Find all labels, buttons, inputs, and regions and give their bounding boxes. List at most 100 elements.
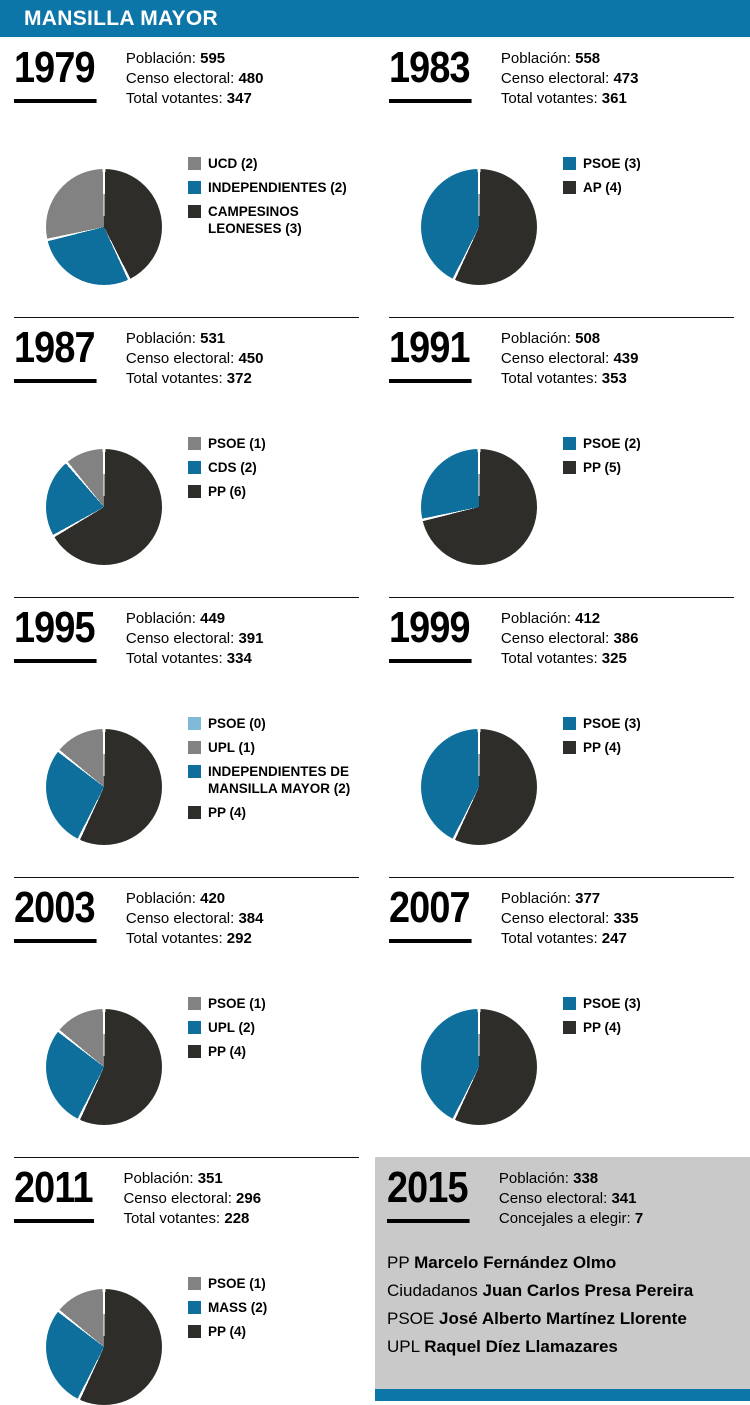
legend-label: PP (4): [583, 1020, 622, 1035]
stat-label-poblacion: Población:: [125, 330, 196, 347]
candidate-row: Ciudadanos Juan Carlos Presa Pereira: [387, 1277, 740, 1305]
stat-value-votantes: 361: [601, 90, 627, 107]
stats: Población: 595 Censo electoral: 480 Tota…: [126, 47, 264, 109]
stat-censo: Censo electoral: 480: [126, 69, 264, 89]
legend-label: CDS (2): [208, 460, 257, 475]
stat-label-censo: Censo electoral:: [125, 630, 235, 647]
legend-item: PSOE (1): [188, 1275, 267, 1292]
year-label: 1979: [14, 46, 97, 103]
legend-item: PP (4): [563, 1019, 641, 1036]
legend: PSOE (1) MASS (2) PP (4): [188, 1275, 267, 1405]
legend-swatch: [188, 1325, 201, 1338]
candidate-party: PP: [387, 1253, 410, 1272]
legend-swatch: [188, 437, 201, 450]
year-label: 2003: [14, 886, 97, 943]
legend-label: PSOE (3): [583, 996, 641, 1011]
legend: PSOE (0) UPL (1) INDEPENDIENTES DE MANSI…: [188, 715, 363, 845]
legend-item: PP (4): [188, 804, 363, 821]
pie-chart: [421, 169, 537, 285]
legend-item: INDEPENDIENTES (2): [188, 179, 363, 196]
pie-chart: [46, 1289, 162, 1405]
chart-row: PSOE (1) UPL (2) PP (4): [14, 995, 365, 1125]
candidate-name: Marcelo Fernández Olmo: [414, 1253, 617, 1272]
legend-item: PSOE (1): [188, 435, 266, 452]
stat-label-poblacion: Población:: [125, 610, 196, 627]
legend-item: UPL (1): [188, 739, 363, 756]
stats: Población: 558 Censo electoral: 473 Tota…: [501, 47, 639, 109]
legend-label: PSOE (3): [583, 156, 641, 171]
year-header: 1979 Población: 595 Censo electoral: 480…: [14, 46, 365, 109]
stat-censo: Censo electoral: 450: [126, 349, 264, 369]
legend-item: PP (5): [563, 459, 641, 476]
legend-swatch: [563, 437, 576, 450]
chart-row: PSOE (0) UPL (1) INDEPENDIENTES DE MANSI…: [14, 715, 365, 845]
stat-label-censo: Censo electoral:: [500, 350, 610, 367]
legend-swatch: [563, 997, 576, 1010]
stat-value-poblacion: 595: [200, 50, 226, 67]
legend-item: PP (6): [188, 483, 266, 500]
stat-poblacion: Población: 595: [126, 49, 264, 69]
year-label: 1991: [389, 326, 472, 383]
legend-label: PSOE (2): [583, 436, 641, 451]
legend-item: INDEPENDIENTES DE MANSILLA MAYOR (2): [188, 763, 363, 797]
stat-label-poblacion: Población:: [500, 330, 571, 347]
chart-row: PSOE (1) CDS (2) PP (6): [14, 435, 365, 565]
year-header: 1991 Población: 508 Censo electoral: 439…: [389, 326, 740, 389]
legend-swatch: [188, 1301, 201, 1314]
candidate-party: Ciudadanos: [387, 1281, 478, 1300]
stat-label-censo: Censo electoral:: [500, 70, 610, 87]
stat-label-censo: Censo electoral:: [125, 910, 235, 927]
stat-value-censo: 450: [238, 350, 264, 367]
year-block-2003: 2003 Población: 420 Censo electoral: 384…: [0, 877, 375, 1157]
stat-censo: Censo electoral: 386: [501, 629, 639, 649]
legend-label: UPL (2): [208, 1020, 256, 1035]
title-bar: MANSILLA MAYOR: [0, 0, 750, 37]
legend-swatch: [563, 461, 576, 474]
candidate-party: UPL: [387, 1337, 420, 1356]
stats-2015: Población: 338 Censo electoral: 341 Conc…: [499, 1167, 643, 1229]
stat-label-censo: Censo electoral:: [498, 1190, 608, 1207]
legend-label: PSOE (0): [208, 716, 266, 731]
year-header: 2003 Población: 420 Censo electoral: 384…: [14, 886, 365, 949]
stat-label-votantes: Total votantes:: [500, 90, 598, 107]
chart-row: PSOE (3) AP (4): [389, 155, 740, 285]
legend-swatch: [188, 1021, 201, 1034]
pie-chart: [421, 729, 537, 845]
stat-value-censo: 384: [238, 910, 264, 927]
stat-votantes: Total votantes: 334: [126, 649, 264, 669]
stat-value-censo: 386: [613, 630, 639, 647]
stat-votantes: Total votantes: 247: [501, 929, 639, 949]
stat-label-votantes: Total votantes:: [500, 930, 598, 947]
legend-item: UCD (2): [188, 155, 363, 172]
stat-value-poblacion: 351: [197, 1170, 223, 1187]
legend-item: AP (4): [563, 179, 641, 196]
legend-item: PSOE (3): [563, 715, 641, 732]
year-header-2015: 2015 Población: 338 Censo electoral: 341…: [387, 1166, 740, 1229]
year-header: 2007 Población: 377 Censo electoral: 335…: [389, 886, 740, 949]
legend-swatch: [563, 181, 576, 194]
chart-row: PSOE (3) PP (4): [389, 995, 740, 1125]
legend-label: MASS (2): [208, 1300, 268, 1315]
legend-swatch: [188, 1277, 201, 1290]
pie-chart: [46, 449, 162, 565]
year-label: 2007: [389, 886, 472, 943]
stat-label-poblacion: Población:: [123, 1170, 194, 1187]
legend-swatch: [188, 806, 201, 819]
legend: UCD (2) INDEPENDIENTES (2) CAMPESINOS LE…: [188, 155, 363, 285]
legend-item: PSOE (3): [563, 155, 641, 172]
stat-poblacion-2015: Población: 338: [499, 1169, 643, 1189]
stat-poblacion: Población: 508: [501, 329, 639, 349]
legend-item: PP (4): [188, 1323, 267, 1340]
stat-poblacion: Población: 558: [501, 49, 639, 69]
legend: PSOE (3) PP (4): [563, 715, 641, 845]
stats: Población: 449 Censo electoral: 391 Tota…: [126, 607, 264, 669]
stat-value-votantes: 372: [226, 370, 252, 387]
legend-item: MASS (2): [188, 1299, 267, 1316]
year-header: 1995 Población: 449 Censo electoral: 391…: [14, 606, 365, 669]
legend-item: PSOE (3): [563, 995, 641, 1012]
legend: PSOE (3) AP (4): [563, 155, 641, 285]
legend-item: CAMPESINOS LEONESES (3): [188, 203, 363, 237]
stat-value-censo-2015: 341: [611, 1190, 637, 1207]
stat-votantes: Total votantes: 347: [126, 89, 264, 109]
legend-label: PSOE (1): [208, 996, 266, 1011]
